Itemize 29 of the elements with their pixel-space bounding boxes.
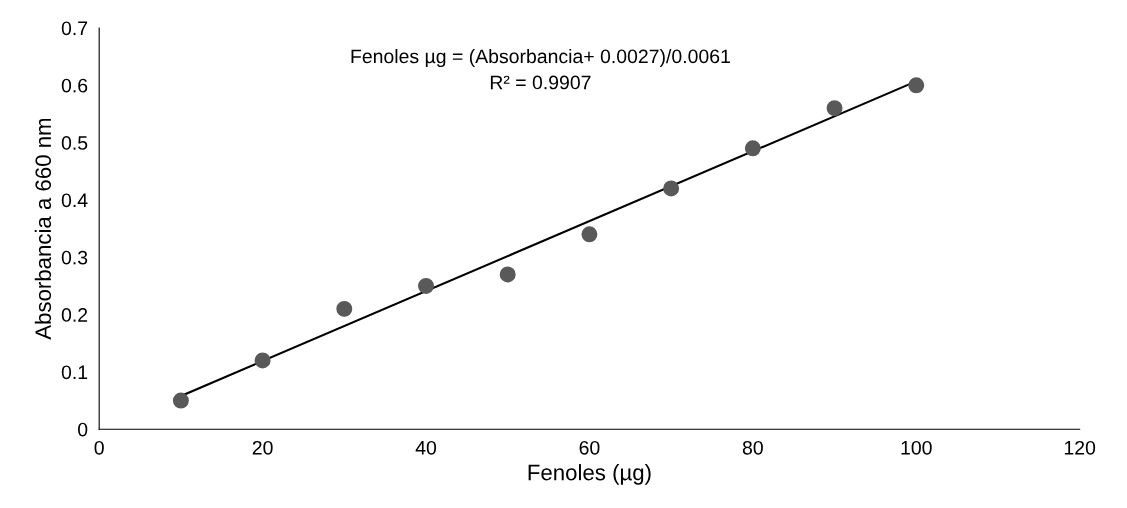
y-tick-label: 0.3 (61, 250, 88, 265)
y-tick-label: 0.4 (61, 193, 88, 208)
annotation: R² = 0.9907 (490, 75, 591, 90)
x-tick-label: 20 (252, 440, 273, 455)
x-tick-label: 100 (901, 440, 932, 455)
x-axis-title: Fenoles (µg) (528, 464, 651, 485)
x-tick-label: 40 (415, 440, 437, 455)
y-tick-label: 0.6 (61, 78, 88, 93)
point (254, 352, 271, 369)
y-tick-label: 0 (78, 422, 88, 437)
y-tick-label: 0.1 (61, 365, 88, 380)
point (744, 140, 761, 157)
x-tick-label: 60 (579, 440, 600, 455)
point (418, 277, 434, 294)
x-tick-label: 120 (1064, 440, 1096, 455)
y-axis-title: Absorbancia a 660 nm (34, 118, 52, 340)
y-tick-label: 0.5 (61, 136, 88, 150)
point (663, 180, 680, 197)
annotation: Fenoles µg = (Absorbancia+ 0.0027)/0.0061 (351, 48, 730, 68)
point (826, 100, 843, 117)
x-tick-label: 80 (742, 440, 763, 455)
x-tick-label: 0 (94, 440, 104, 455)
y-tick-label: 0.7 (61, 21, 88, 36)
point (499, 266, 516, 283)
point (336, 300, 353, 317)
point (581, 226, 598, 243)
point (908, 77, 925, 94)
y-tick-label: 0.2 (61, 308, 88, 322)
point (172, 392, 189, 409)
